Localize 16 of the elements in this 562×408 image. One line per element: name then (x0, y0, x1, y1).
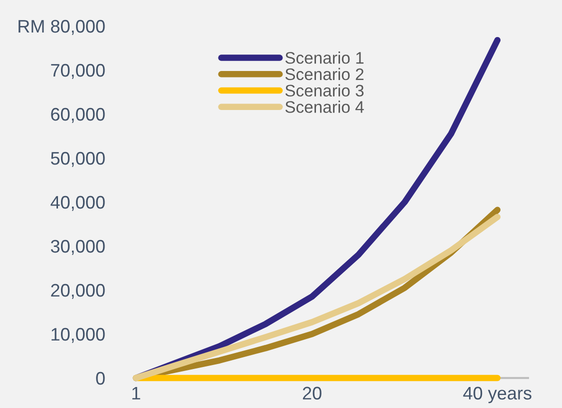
y-tick-label: 40,000 (50, 196, 105, 211)
legend-label: Scenario 2 (285, 68, 364, 80)
y-tick-label: 50,000 (50, 152, 105, 167)
y-tick-label: 10,000 (52, 328, 105, 343)
x-tick-label: 40 years (463, 386, 532, 404)
legend-label: Scenario 4 (285, 100, 364, 113)
legend-label: Scenario 3 (285, 84, 364, 97)
legend-label: Scenario 1 (285, 52, 364, 64)
y-tick-label: 30,000 (50, 240, 105, 255)
y-tick-label: 20,000 (51, 284, 105, 299)
y-tick-label: 60,000 (51, 108, 105, 123)
x-tick-label: 1 (132, 386, 140, 400)
x-tick-label: 20 (302, 386, 322, 400)
y-tick-label: 70,000 (51, 64, 105, 79)
y-tick-label: 0 (96, 372, 105, 385)
y-tick-label: RM 80,000 (18, 20, 105, 35)
